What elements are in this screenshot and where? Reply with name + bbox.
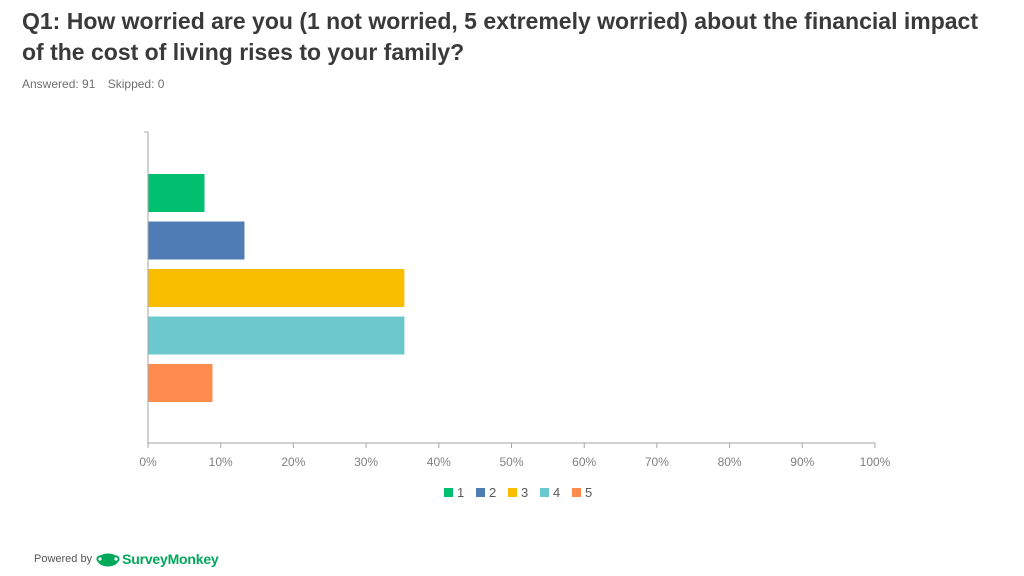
x-tick-label: 50%: [499, 455, 523, 469]
legend-swatch-1: [444, 488, 453, 497]
x-tick-label: 40%: [427, 455, 451, 469]
x-tick-label: 70%: [645, 455, 669, 469]
skipped-count: Skipped: 0: [107, 77, 165, 91]
legend-label-4: 4: [553, 485, 560, 500]
bars-group: [148, 174, 405, 402]
question-title: Q1: How worried are you (1 not worried, …: [22, 8, 978, 65]
x-tick-label: 100%: [860, 455, 891, 469]
legend-swatch-5: [572, 488, 581, 497]
legend: 1 2 3 4 5: [444, 485, 592, 500]
bar-4: [148, 316, 405, 355]
bar-2: [148, 221, 245, 260]
surveymonkey-brand: SurveyMonkey: [122, 551, 219, 567]
x-ticks-group: 0% 10% 20% 30% 40% 50% 60% 70% 80% 90% 100%: [139, 131, 891, 469]
footer: Powered by SurveyMonkey: [34, 549, 219, 569]
bar-chart: 0% 10% 20% 30% 40% 50% 60% 70% 80% 90% 100% 1 2 3 4 5: [139, 131, 891, 500]
x-tick-label: 10%: [209, 455, 233, 469]
legend-swatch-3: [508, 488, 517, 497]
x-tick-label: 0%: [139, 455, 157, 469]
answered-count: Answered: 91: [22, 77, 96, 91]
legend-label-5: 5: [585, 485, 592, 500]
x-tick-label: 80%: [718, 455, 742, 469]
x-tick-label: 60%: [572, 455, 596, 469]
x-tick-label: 20%: [281, 455, 305, 469]
x-tick-label: 30%: [354, 455, 378, 469]
powered-by-text: Powered by: [34, 553, 93, 565]
legend-label-2: 2: [489, 485, 496, 500]
bar-5: [148, 364, 213, 402]
legend-label-1: 1: [457, 485, 464, 500]
bar-1: [148, 174, 205, 212]
legend-swatch-2: [476, 488, 485, 497]
x-tick-label: 90%: [790, 455, 814, 469]
legend-label-3: 3: [521, 485, 528, 500]
bar-3: [148, 269, 405, 307]
surveymonkey-logo-icon: [96, 553, 120, 567]
legend-swatch-4: [540, 488, 549, 497]
response-stats: Answered: 91 Skipped: 0: [22, 77, 173, 91]
